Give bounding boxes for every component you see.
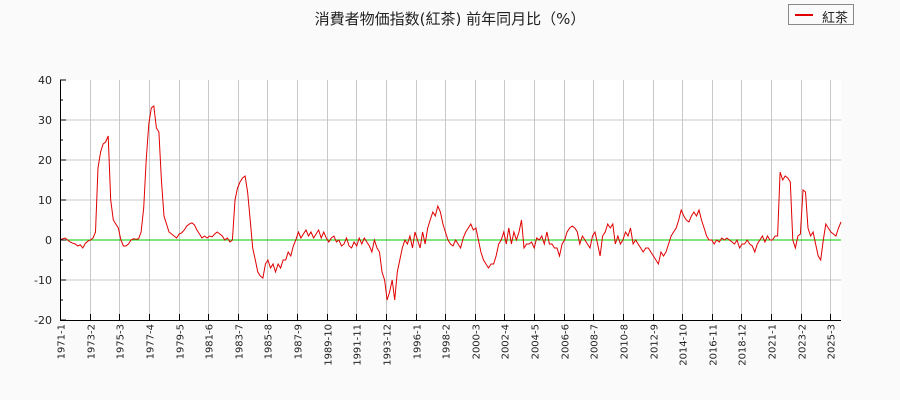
x-tick-label: 2025-3 [827, 324, 838, 359]
y-tick-label: 10 [38, 194, 52, 207]
x-tick-label: 2014-10 [679, 324, 690, 366]
y-tick-label: 40 [38, 74, 52, 87]
x-tick-label: 1987-9 [294, 324, 305, 359]
y-tick-label: 30 [38, 114, 52, 127]
x-tick-label: 1979-5 [176, 324, 187, 359]
x-tick-label: 2010-8 [620, 324, 631, 359]
x-tick-label: 2012-9 [650, 324, 661, 359]
x-tick-label: 1983-7 [235, 324, 246, 359]
legend-label: 紅茶 [822, 11, 849, 26]
x-tick-label: 2004-5 [531, 324, 542, 359]
y-tick-label: 0 [45, 234, 52, 247]
series-line-kocha [59, 105, 842, 301]
x-tick-label: 2021-1 [768, 324, 779, 359]
legend-swatch-icon [795, 14, 813, 16]
x-tick-label: 2008-7 [590, 324, 601, 359]
x-tick-label: 1989-10 [324, 324, 335, 366]
x-tick-label: 2006-6 [561, 324, 572, 359]
x-tick-label: 1975-3 [116, 324, 127, 359]
y-tick-label: 20 [38, 154, 52, 167]
y-tick-label: -20 [34, 314, 52, 327]
y-axis-ticks: -20 -10 0 10 20 30 40 [34, 74, 66, 327]
x-tick-label: 1977-4 [146, 324, 157, 359]
x-tick-label: 2016-11 [709, 324, 720, 366]
x-tick-label: 1998-2 [442, 324, 453, 359]
x-tick-label: 2000-3 [472, 324, 483, 359]
x-tick-label: 1996-1 [413, 324, 424, 359]
x-tick-label: 1985-8 [264, 324, 275, 359]
x-tick-label: 2002-4 [501, 324, 512, 359]
y-tick-label: -10 [34, 274, 52, 287]
x-tick-label: 2023-2 [798, 324, 809, 359]
x-tick-label: 1973-2 [87, 324, 98, 359]
x-tick-label: 1991-11 [353, 324, 364, 366]
x-tick-label: 2018-12 [738, 324, 749, 366]
x-axis-ticks: 1971-1 1973-2 1975-3 1977-4 1979-5 1981-6 1983… [57, 314, 838, 366]
x-tick-label: 1981-6 [205, 324, 216, 359]
x-tick-label: 1993-12 [383, 324, 394, 366]
chart-title: 消費者物価指数(紅茶) 前年同月比（%） [314, 10, 586, 28]
x-tick-label: 1971-1 [57, 324, 68, 359]
legend: 紅茶 [788, 4, 854, 26]
